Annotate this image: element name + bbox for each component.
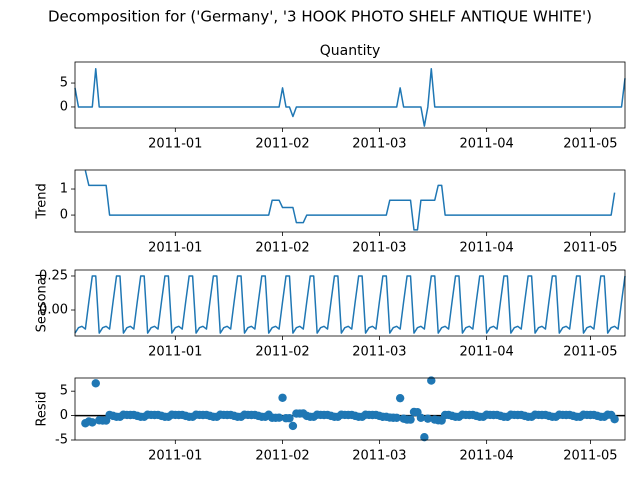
resid-point bbox=[392, 413, 401, 422]
resid-point bbox=[406, 415, 415, 424]
series-line bbox=[74, 67, 626, 127]
x-tick-label: 2011-05 bbox=[563, 137, 617, 152]
y-tick-label: 0.25 bbox=[39, 268, 68, 283]
x-tick-label: 2011-05 bbox=[563, 241, 617, 256]
x-tick-label: 2011-04 bbox=[459, 137, 513, 152]
x-tick-label: 2011-02 bbox=[255, 345, 309, 360]
x-tick-label: 2011-03 bbox=[352, 345, 406, 360]
series-line bbox=[74, 275, 626, 334]
x-tick-label: 2011-02 bbox=[255, 241, 309, 256]
x-tick-label: 2011-05 bbox=[563, 449, 617, 464]
x-tick-label: 2011-02 bbox=[255, 137, 309, 152]
y-axis-label: Trend bbox=[35, 183, 50, 220]
y-axis-label: Seasonal bbox=[35, 274, 50, 333]
axes-frame bbox=[74, 61, 626, 129]
resid-point bbox=[423, 414, 433, 423]
y-tick-label: 0 bbox=[60, 208, 68, 223]
resid-point bbox=[278, 393, 287, 402]
x-tick-label: 2011-01 bbox=[148, 137, 202, 152]
x-tick-label: 2011-01 bbox=[148, 241, 202, 256]
resid-point bbox=[91, 379, 100, 388]
figure-title: Decomposition for ('Germany', '3 HOOK PH… bbox=[48, 8, 592, 26]
resid-point bbox=[427, 376, 436, 385]
x-tick-label: 2011-03 bbox=[352, 137, 406, 152]
resid-point bbox=[274, 413, 284, 422]
axes-frame bbox=[74, 269, 626, 337]
panel-title: Quantity bbox=[320, 43, 381, 59]
y-tick-label: 0.00 bbox=[39, 303, 68, 318]
axes-frame bbox=[74, 169, 626, 233]
x-tick-label: 2011-01 bbox=[148, 345, 202, 360]
x-tick-label: 2011-01 bbox=[148, 449, 202, 464]
x-tick-label: 2011-04 bbox=[459, 241, 513, 256]
y-axis-label: Resid bbox=[35, 391, 50, 426]
resid-point bbox=[610, 415, 619, 424]
x-tick-label: 2011-03 bbox=[352, 449, 406, 464]
x-tick-label: 2011-05 bbox=[563, 345, 617, 360]
x-tick-label: 2011-02 bbox=[255, 449, 309, 464]
y-tick-label: 1 bbox=[60, 182, 68, 197]
resid-point bbox=[285, 414, 294, 423]
resid-point bbox=[395, 393, 405, 403]
y-tick-label: -5 bbox=[55, 433, 68, 448]
resid-point bbox=[288, 421, 298, 431]
resid-point bbox=[420, 433, 429, 442]
resid-point bbox=[416, 413, 426, 422]
series-line bbox=[84, 170, 616, 231]
resid-point bbox=[88, 418, 97, 427]
x-tick-label: 2011-04 bbox=[459, 449, 513, 464]
y-tick-label: 0 bbox=[60, 99, 68, 114]
y-tick-label: 5 bbox=[60, 384, 68, 399]
x-tick-label: 2011-04 bbox=[459, 345, 513, 360]
axes-frame bbox=[74, 377, 626, 441]
y-tick-label: 0 bbox=[60, 408, 68, 423]
y-tick-label: 5 bbox=[60, 76, 68, 91]
x-tick-label: 2011-03 bbox=[352, 241, 406, 256]
